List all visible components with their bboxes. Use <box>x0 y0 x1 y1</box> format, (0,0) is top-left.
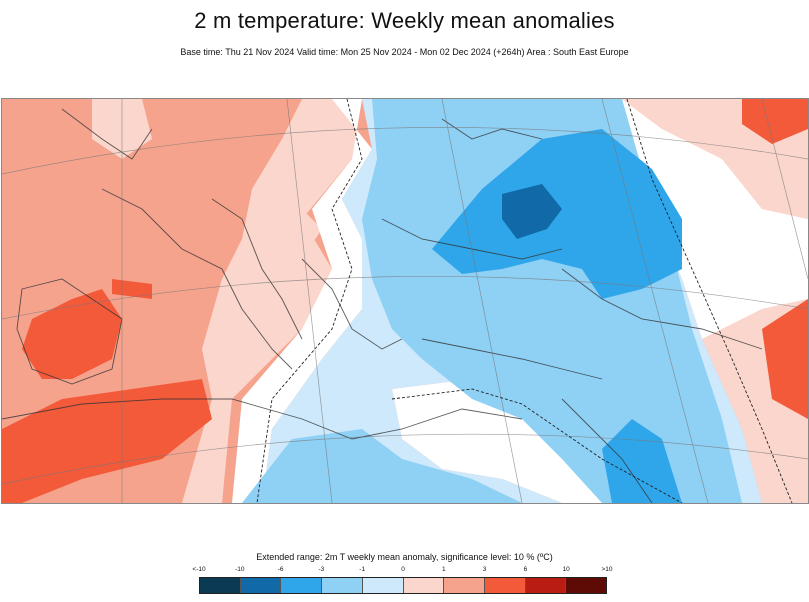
legend-tick-label: -1 <box>359 566 366 573</box>
significance-contours <box>256 99 793 503</box>
core-cool-region <box>502 184 562 239</box>
legend-tick-label: 6 <box>523 566 528 573</box>
strong-warm-region <box>2 379 212 503</box>
legend-swatch <box>484 578 526 593</box>
strong-warm-region <box>742 99 808 144</box>
cool-region <box>242 429 522 503</box>
page-title: 2 m temperature: Weekly mean anomalies <box>194 8 615 33</box>
strong-warm-region <box>22 289 122 379</box>
neutral-band <box>622 99 808 339</box>
graticule <box>2 99 808 503</box>
legend-tick-label: 0 <box>401 566 405 573</box>
anomaly-map <box>1 98 809 504</box>
light-warm-region <box>182 99 362 503</box>
legend-tick-label: 10 <box>562 566 570 573</box>
legend-swatch <box>240 578 282 593</box>
light-warm-region <box>252 209 322 259</box>
strong-warm-region <box>762 299 808 419</box>
legend-swatch <box>281 578 323 593</box>
legend-tick-label: -6 <box>277 566 284 573</box>
legend-tick-label: 3 <box>482 566 487 573</box>
legend-swatch <box>362 578 404 593</box>
legend-swatch <box>566 578 607 593</box>
coastlines <box>2 108 763 503</box>
legend-tick-label: 1 <box>441 566 446 573</box>
legend-caption: Extended range: 2m T weekly mean anomaly… <box>256 552 553 562</box>
legend-tick-label: >10 <box>601 566 613 573</box>
strong-cool-region <box>602 419 682 503</box>
map-subtitle: Base time: Thu 21 Nov 2024 Valid time: M… <box>180 47 629 57</box>
legend-swatch <box>444 578 485 593</box>
legend-tick-label: -10 <box>235 566 245 573</box>
neutral-band <box>232 99 372 503</box>
legend-tick-label: <-10 <box>192 566 206 573</box>
legend-tick-label: -3 <box>318 566 325 573</box>
legend-swatch <box>200 578 241 593</box>
legend-swatch <box>403 578 445 593</box>
legend-ticks: <-10 -10 -6 -3 -1 0 1 3 6 10 >10 <box>192 566 612 576</box>
legend-swatch <box>525 578 567 593</box>
legend-swatch <box>322 578 363 593</box>
legend-colorbar <box>199 577 607 594</box>
